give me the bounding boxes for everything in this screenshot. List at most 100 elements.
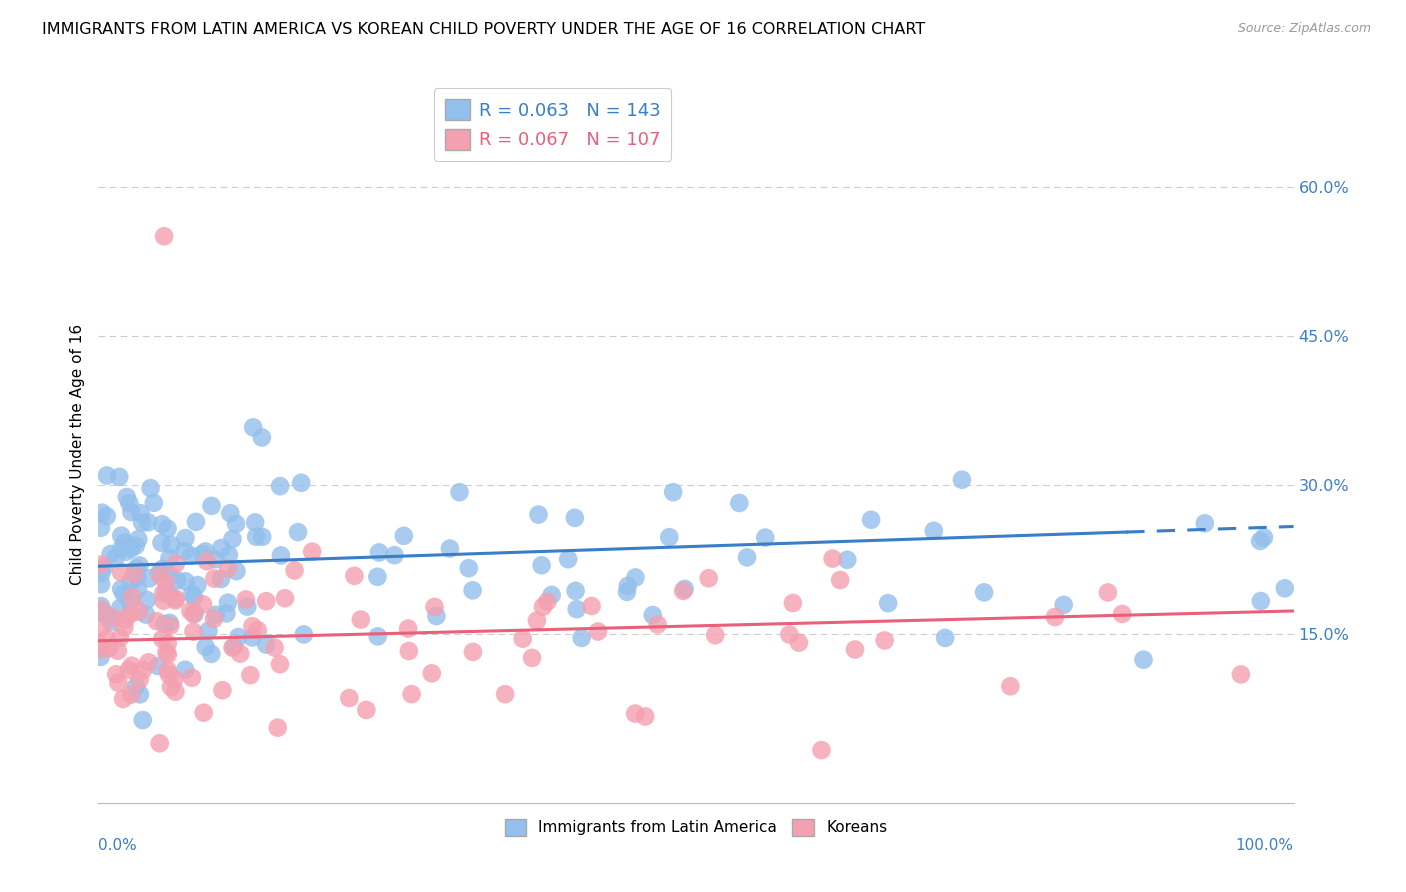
- Point: [641, 608, 664, 623]
- Point: [647, 617, 669, 632]
- Point: [150, 632, 173, 646]
- Point: [222, 640, 245, 654]
- Point: [91, 605, 114, 619]
- Point: [531, 599, 554, 614]
- Point: [112, 620, 135, 634]
- Point: [90, 577, 112, 591]
- Point: [156, 648, 179, 662]
- Point: [115, 545, 138, 559]
- Point: [91, 506, 114, 520]
- Point: [127, 570, 149, 584]
- Point: [108, 470, 131, 484]
- Point: [156, 522, 179, 536]
- Text: 100.0%: 100.0%: [1236, 838, 1294, 853]
- Point: [697, 571, 720, 585]
- Point: [125, 561, 148, 575]
- Point: [128, 605, 150, 619]
- Point: [120, 541, 142, 556]
- Point: [142, 496, 165, 510]
- Point: [118, 496, 141, 510]
- Point: [673, 582, 696, 596]
- Point: [202, 612, 225, 626]
- Point: [100, 615, 122, 629]
- Point: [120, 688, 142, 702]
- Point: [114, 613, 136, 627]
- Point: [461, 583, 484, 598]
- Point: [401, 687, 423, 701]
- Point: [564, 583, 586, 598]
- Point: [180, 549, 202, 563]
- Point: [287, 525, 309, 540]
- Point: [173, 544, 195, 558]
- Point: [101, 610, 124, 624]
- Point: [183, 624, 205, 639]
- Point: [120, 574, 142, 589]
- Point: [112, 587, 135, 601]
- Point: [634, 709, 657, 723]
- Point: [131, 516, 153, 530]
- Point: [246, 623, 269, 637]
- Point: [229, 647, 252, 661]
- Point: [152, 562, 174, 576]
- Point: [153, 617, 176, 632]
- Point: [136, 516, 159, 530]
- Point: [181, 671, 204, 685]
- Point: [1000, 679, 1022, 693]
- Point: [157, 667, 180, 681]
- Point: [114, 535, 136, 549]
- Point: [728, 496, 751, 510]
- Point: [90, 599, 112, 614]
- Point: [200, 499, 222, 513]
- Point: [356, 703, 378, 717]
- Point: [129, 687, 152, 701]
- Point: [211, 683, 233, 698]
- Point: [138, 656, 160, 670]
- Point: [398, 644, 420, 658]
- Point: [239, 668, 262, 682]
- Point: [274, 591, 297, 606]
- Point: [860, 513, 883, 527]
- Point: [571, 631, 593, 645]
- Point: [128, 558, 150, 573]
- Point: [754, 531, 776, 545]
- Point: [425, 609, 447, 624]
- Point: [193, 706, 215, 720]
- Point: [120, 595, 142, 609]
- Point: [159, 615, 181, 630]
- Point: [194, 544, 217, 558]
- Point: [184, 515, 207, 529]
- Point: [624, 706, 647, 721]
- Point: [149, 568, 172, 582]
- Point: [1249, 533, 1271, 548]
- Point: [90, 521, 112, 535]
- Point: [129, 506, 152, 520]
- Point: [225, 564, 247, 578]
- Point: [121, 591, 143, 605]
- Point: [950, 473, 973, 487]
- Point: [121, 658, 143, 673]
- Point: [837, 553, 859, 567]
- Point: [108, 631, 131, 645]
- Point: [202, 572, 225, 586]
- Text: Source: ZipAtlas.com: Source: ZipAtlas.com: [1237, 22, 1371, 36]
- Point: [160, 680, 183, 694]
- Point: [292, 627, 315, 641]
- Point: [179, 604, 201, 618]
- Point: [155, 585, 177, 599]
- Point: [183, 591, 205, 605]
- Point: [221, 532, 243, 546]
- Point: [191, 547, 214, 561]
- Point: [132, 663, 155, 677]
- Point: [200, 647, 222, 661]
- Point: [110, 582, 132, 596]
- Point: [148, 566, 170, 580]
- Point: [301, 544, 323, 558]
- Legend: Immigrants from Latin America, Koreans: Immigrants from Latin America, Koreans: [498, 811, 894, 844]
- Point: [125, 680, 148, 694]
- Point: [150, 535, 173, 549]
- Point: [821, 551, 844, 566]
- Point: [155, 645, 177, 659]
- Point: [672, 584, 695, 599]
- Point: [93, 560, 115, 574]
- Point: [557, 552, 579, 566]
